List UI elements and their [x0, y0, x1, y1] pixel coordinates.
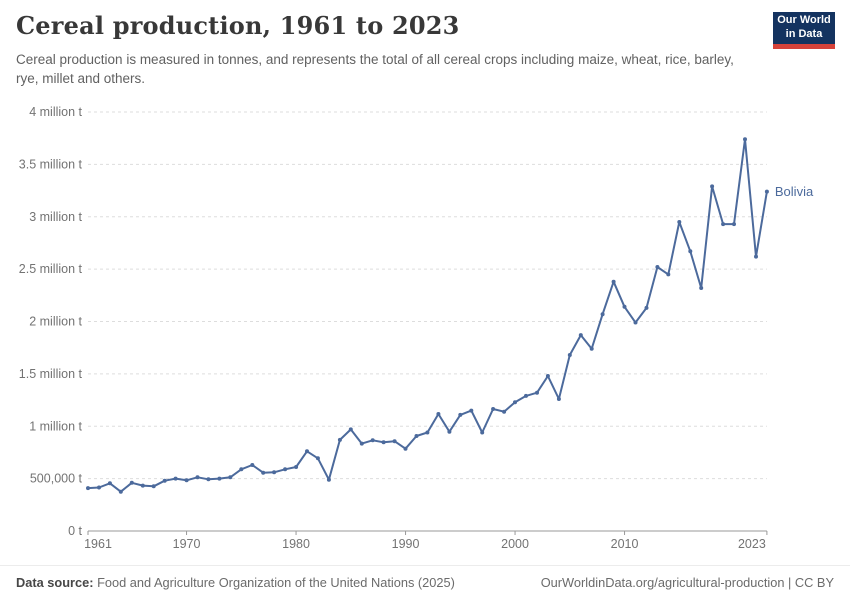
x-tick-label: 1961 [84, 537, 112, 551]
owid-logo[interactable]: Our World in Data [773, 12, 835, 49]
chart-area: 0 t 500,000 t 1 million t 1.5 million t 2 mi… [0, 95, 850, 565]
y-tick-label: 500,000 t [30, 472, 83, 486]
x-tick-label: 2023 [738, 537, 766, 551]
data-points [86, 137, 769, 494]
owid-logo-line1: Our World [777, 14, 831, 27]
chart-footer: Data source: Food and Agriculture Organi… [0, 565, 850, 590]
entity-label: Bolivia [775, 184, 814, 199]
y-gridlines [88, 111, 767, 480]
x-tick-label: 2000 [501, 537, 529, 551]
chart-subtitle: Cereal production is measured in tonnes,… [16, 51, 734, 87]
y-tick-label: 1 million t [29, 419, 82, 433]
y-tick-label: 0 t [68, 524, 82, 538]
chart-title: Cereal production, 1961 to 2023 [16, 11, 460, 40]
y-tick-label: 3.5 million t [19, 157, 83, 171]
data-line [87, 138, 768, 493]
x-tick-label: 1980 [282, 537, 310, 551]
credit-line[interactable]: OurWorldinData.org/agricultural-producti… [541, 575, 834, 590]
x-tick-label: 1970 [173, 537, 201, 551]
x-tick-label: 1990 [392, 537, 420, 551]
y-tick-label: 2.5 million t [19, 262, 83, 276]
y-tick-label: 2 million t [29, 315, 82, 329]
y-tick-label: 1.5 million t [19, 367, 83, 381]
owid-logo-line2: in Data [785, 28, 823, 40]
data-source-text: Food and Agriculture Organization of the… [93, 575, 455, 590]
line-chart: 0 t 500,000 t 1 million t 1.5 million t 2 mi… [19, 105, 814, 551]
owid-credit-link[interactable]: OurWorldinData.org/agricultural-producti… [540, 575, 834, 590]
y-tick-label: 3 million t [29, 210, 82, 224]
data-source-label: Data source: [16, 575, 94, 590]
y-axis-labels: 0 t 500,000 t 1 million t 1.5 million t 2 mi… [19, 105, 83, 538]
data-source: Data source: Food and Agriculture Organi… [16, 575, 455, 590]
chart-header: Cereal production, 1961 to 2023 Cereal p… [16, 11, 834, 89]
x-axis: 1961 1970 1980 1990 2000 2010 2023 [84, 530, 768, 551]
y-tick-label: 4 million t [29, 105, 82, 119]
x-tick-label: 2010 [611, 537, 639, 551]
